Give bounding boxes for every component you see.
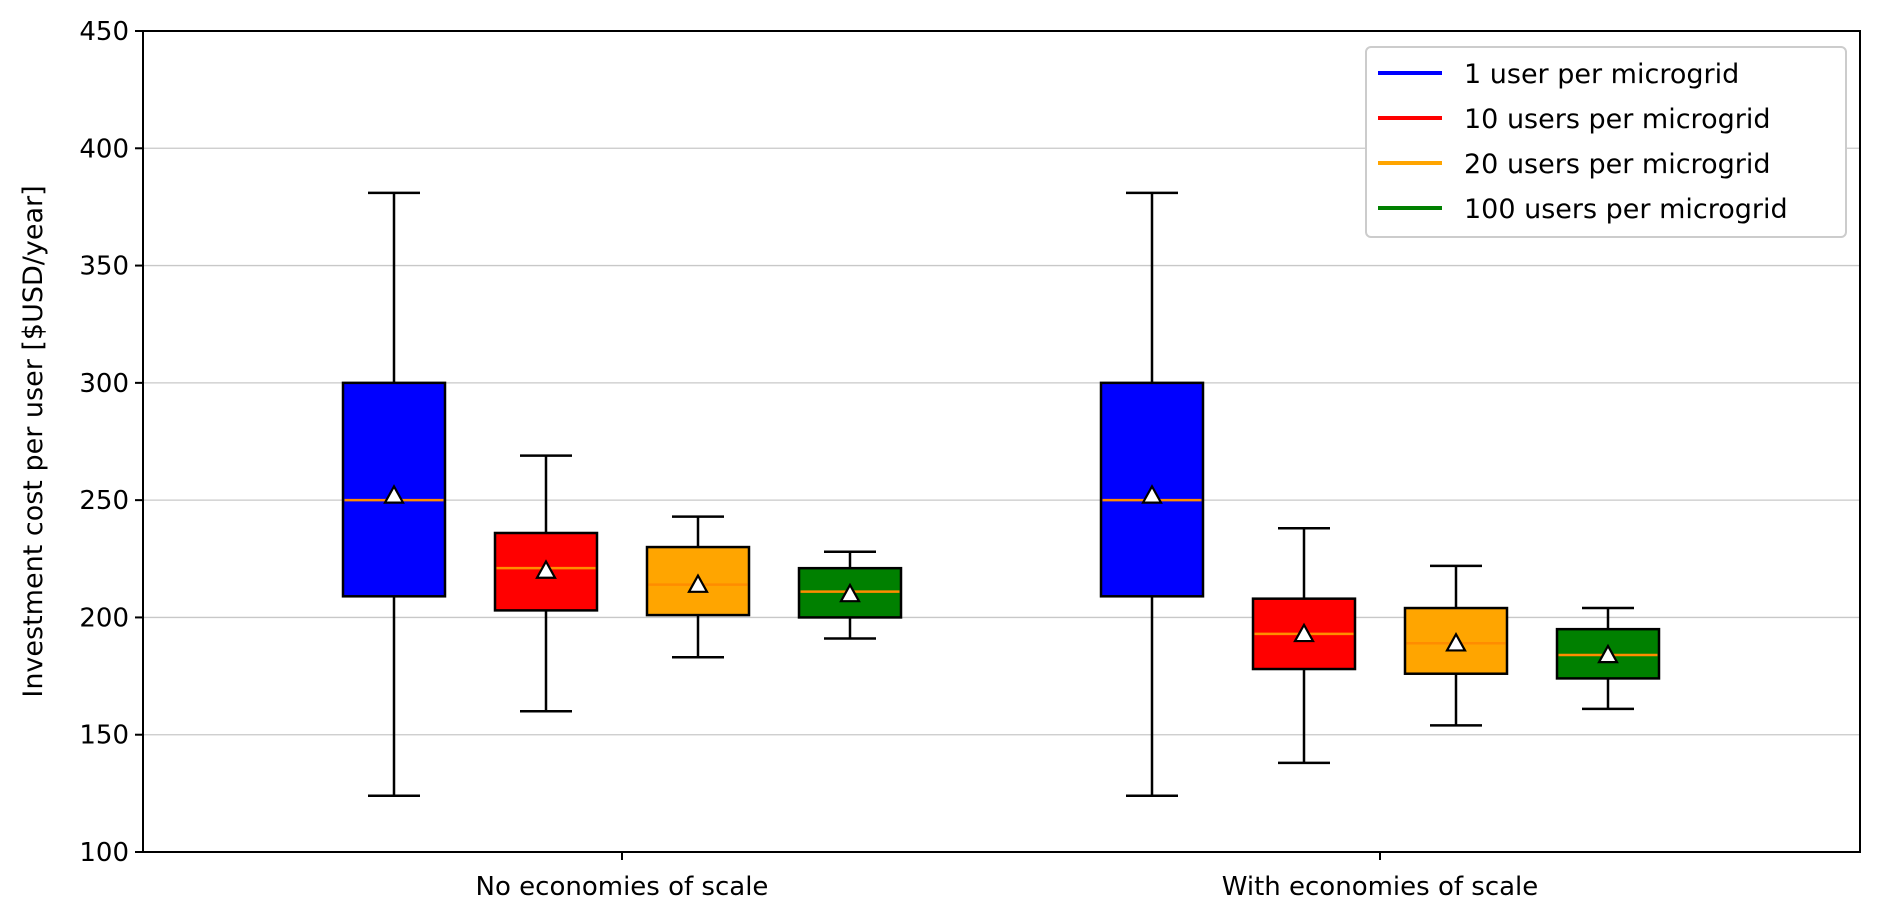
plot-frame (142, 30, 1861, 853)
y-tick-label: 300 (79, 369, 129, 399)
mean-marker (1141, 484, 1163, 504)
legend-entry: 1 user per microgrid (1464, 59, 1739, 90)
legend-frame (1365, 46, 1847, 238)
y-tick-label: 350 (79, 252, 129, 282)
mean-marker (839, 582, 861, 603)
y-axis-ticks: 100 150 200 250 300 350 400 450 (79, 17, 143, 868)
box-2-group-2 (1251, 527, 1357, 765)
box-4-group-2 (1555, 606, 1661, 711)
box-plots (341, 191, 1661, 797)
x-tick-label: With economies of scale (1222, 872, 1539, 902)
legend-entry: 20 users per microgrid (1464, 149, 1770, 180)
box-1-group-2 (1099, 191, 1205, 797)
y-tick-label: 450 (79, 17, 129, 47)
box-3-group-2 (1403, 564, 1509, 727)
mean-marker (687, 573, 709, 593)
y-axis-label: Investment cost per user [$USD/year] (18, 185, 49, 697)
x-tick-label: No economies of scale (476, 872, 769, 902)
mean-marker (1293, 622, 1315, 643)
box-4-group-1 (797, 550, 903, 640)
legend-entry: 100 users per microgrid (1464, 194, 1788, 225)
box-1-group-1 (341, 191, 447, 797)
legend-entry: 10 users per microgrid (1464, 104, 1770, 135)
box-2-group-1 (493, 454, 599, 713)
mean-marker (1445, 631, 1467, 652)
x-axis-ticks: No economies of scale With economies of s… (476, 852, 1539, 902)
mean-marker (1597, 643, 1619, 664)
y-tick-label: 400 (79, 134, 129, 164)
box-3-group-1 (645, 515, 751, 659)
mean-marker (535, 559, 557, 579)
box-iqr (645, 545, 751, 617)
legend: 1 user per microgrid 10 users per microgr… (1365, 46, 1847, 238)
mean-marker (383, 484, 405, 504)
y-tick-label: 200 (79, 603, 129, 633)
y-tick-label: 100 (79, 838, 129, 868)
y-tick-label: 250 (79, 486, 129, 516)
y-tick-label: 150 (79, 721, 129, 751)
